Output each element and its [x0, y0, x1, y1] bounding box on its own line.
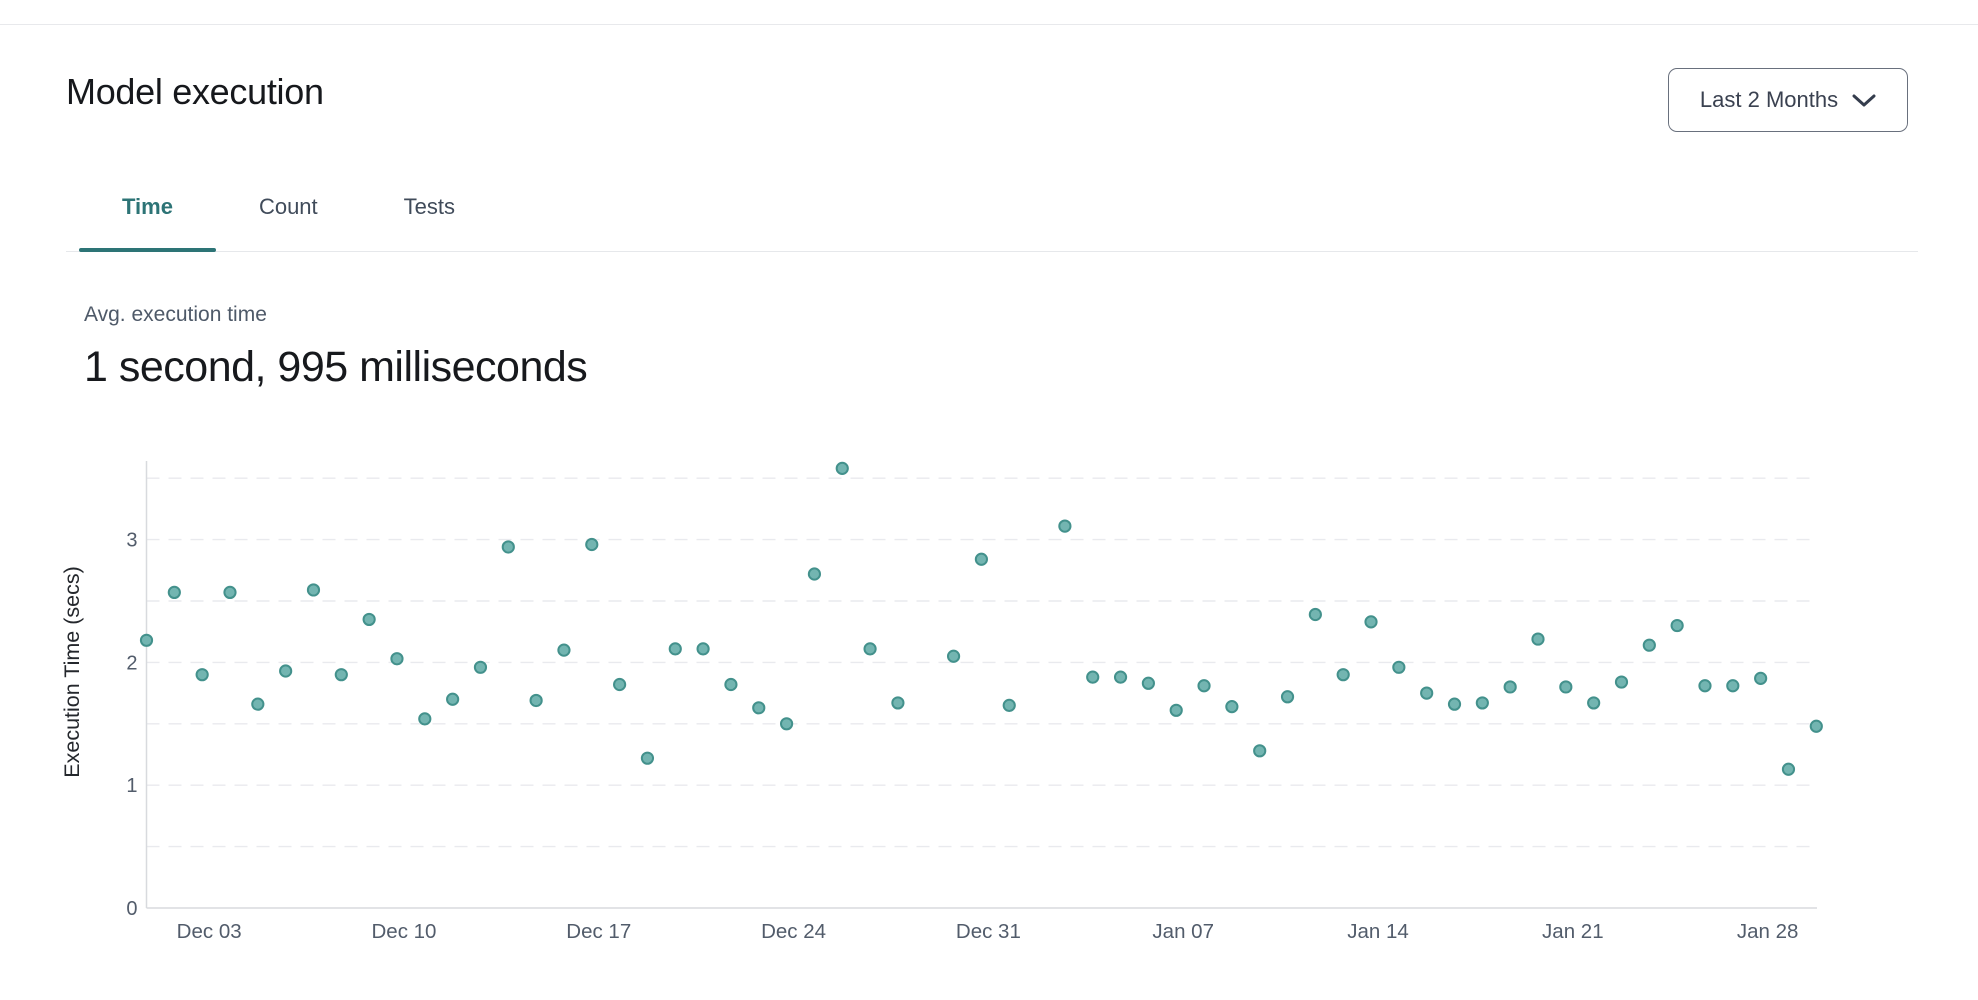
data-point[interactable]: [334, 668, 348, 682]
data-point[interactable]: [529, 693, 543, 708]
stat-value: 1 second, 995 milliseconds: [84, 343, 588, 391]
x-tick-label: Jan 14: [1347, 920, 1409, 943]
data-point[interactable]: [139, 633, 154, 647]
data-point[interactable]: [1726, 679, 1740, 693]
data-point[interactable]: [1169, 703, 1183, 717]
data-point[interactable]: [1698, 679, 1712, 693]
x-tick-label: Dec 24: [761, 920, 826, 943]
data-point[interactable]: [306, 583, 321, 597]
x-tick-label: Dec 03: [177, 920, 242, 943]
data-point[interactable]: [668, 642, 682, 656]
data-point[interactable]: [473, 660, 488, 674]
data-point[interactable]: [1447, 697, 1462, 711]
top-divider: [0, 24, 1978, 25]
data-point[interactable]: [1308, 607, 1322, 622]
tab-time-label: Time: [122, 194, 173, 219]
data-point[interactable]: [974, 552, 989, 566]
data-point[interactable]: [585, 537, 599, 552]
data-point[interactable]: [1086, 670, 1100, 684]
tabs-bar: Time Count Tests: [66, 184, 1918, 252]
x-tick-label: Dec 17: [566, 920, 631, 943]
data-point[interactable]: [807, 567, 822, 581]
data-point[interactable]: [557, 643, 571, 657]
tab-time[interactable]: Time: [79, 184, 216, 252]
data-point[interactable]: [891, 696, 905, 710]
data-point[interactable]: [835, 461, 849, 475]
data-point[interactable]: [167, 585, 181, 600]
data-point[interactable]: [501, 540, 515, 554]
data-point[interactable]: [1531, 632, 1545, 646]
x-tick-label: Dec 31: [956, 920, 1021, 943]
data-point[interactable]: [1587, 696, 1601, 710]
data-point[interactable]: [251, 697, 265, 711]
data-point[interactable]: [1503, 680, 1517, 694]
data-point[interactable]: [1058, 519, 1072, 533]
data-point[interactable]: [1113, 670, 1128, 684]
x-tick-label: Jan 28: [1737, 920, 1799, 943]
y-tick-label: 1: [126, 775, 137, 797]
active-tab-underline: [79, 247, 216, 252]
data-point[interactable]: [1614, 675, 1629, 689]
y-tick-label: 3: [126, 530, 137, 552]
data-point[interactable]: [1280, 690, 1295, 704]
data-point[interactable]: [640, 751, 655, 765]
data-point[interactable]: [1781, 762, 1796, 776]
data-point[interactable]: [1364, 615, 1378, 629]
data-point[interactable]: [446, 692, 460, 706]
data-point[interactable]: [1336, 668, 1350, 682]
data-point[interactable]: [863, 642, 877, 656]
data-point[interactable]: [223, 585, 237, 600]
stat-label: Avg. execution time: [84, 303, 267, 326]
data-point[interactable]: [362, 612, 376, 627]
tab-tests-label: Tests: [403, 194, 456, 219]
data-point[interactable]: [195, 668, 209, 682]
time-range-label: Last 2 Months: [1699, 87, 1839, 112]
data-point[interactable]: [1392, 660, 1406, 674]
tab-tests[interactable]: Tests: [361, 184, 498, 222]
y-tick-label: 2: [126, 652, 137, 674]
data-point[interactable]: [390, 652, 404, 666]
x-tick-label: Dec 10: [371, 920, 436, 943]
execution-time-chart: 0 1 2 3 Dec 03 Dec 10 Dec 17 Dec 24 Dec 31 Jan 07…: [60, 461, 1823, 943]
y-axis-title: Execution Time (secs): [60, 566, 84, 777]
page-title: Model execution: [66, 71, 324, 112]
time-range-dropdown[interactable]: Last 2 Months: [1668, 68, 1908, 132]
data-point[interactable]: [1002, 698, 1016, 712]
x-tick-label: Jan 07: [1152, 920, 1214, 943]
data-point[interactable]: [1197, 679, 1211, 693]
data-point[interactable]: [1420, 686, 1434, 700]
data-point[interactable]: [613, 677, 627, 692]
data-point[interactable]: [418, 712, 432, 726]
tab-count[interactable]: Count: [216, 184, 361, 222]
data-point[interactable]: [724, 677, 738, 692]
data-point[interactable]: [1642, 638, 1656, 652]
data-point[interactable]: [946, 649, 961, 663]
chevron-down-icon: [1852, 94, 1876, 107]
data-point[interactable]: [752, 701, 766, 715]
data-point[interactable]: [696, 642, 710, 656]
x-tick-label: Jan 21: [1542, 920, 1604, 943]
data-point[interactable]: [779, 717, 794, 731]
data-point[interactable]: [1475, 696, 1489, 710]
data-point[interactable]: [1809, 719, 1823, 733]
data-point[interactable]: [1141, 676, 1155, 690]
data-point[interactable]: [1225, 700, 1239, 714]
data-point[interactable]: [1754, 671, 1768, 685]
data-point[interactable]: [279, 664, 293, 678]
tab-count-label: Count: [258, 194, 318, 219]
data-point[interactable]: [1559, 680, 1573, 694]
data-point[interactable]: [1670, 618, 1684, 633]
y-tick-label: 0: [126, 898, 137, 920]
data-point[interactable]: [1253, 744, 1267, 758]
